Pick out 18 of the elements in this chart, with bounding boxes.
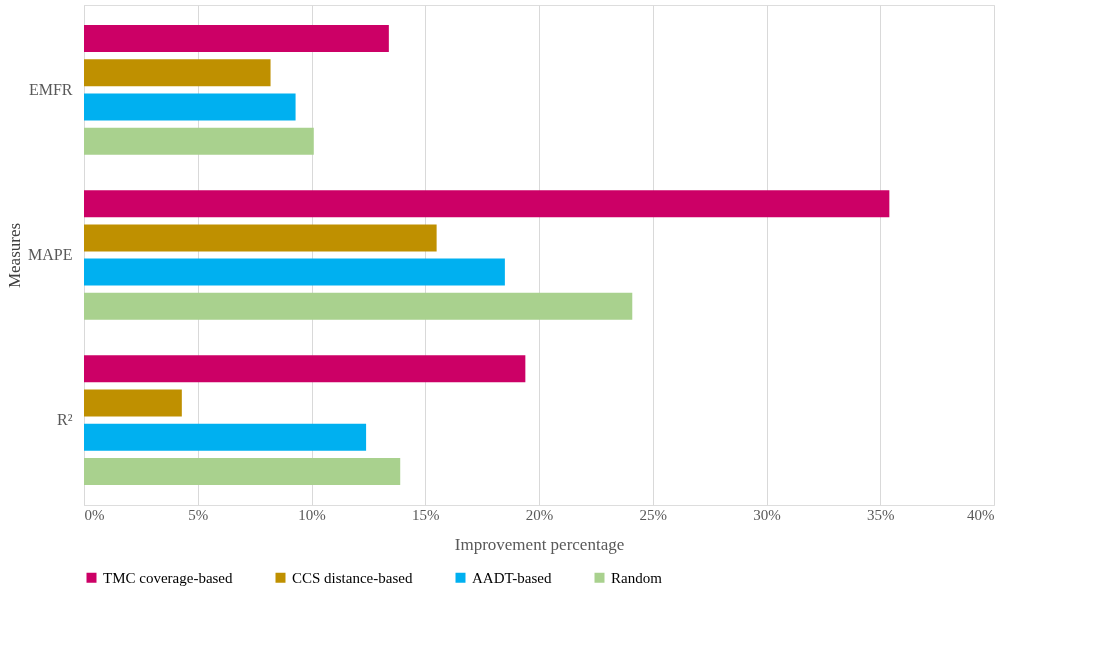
- x-tick-label: 30%: [753, 506, 781, 523]
- y-tick-label: R²: [57, 411, 73, 429]
- x-tick-label: 40%: [967, 506, 995, 523]
- legend-label: TMC coverage-based: [103, 569, 234, 586]
- x-tick-label: 10%: [298, 506, 326, 523]
- y-tick-label: MAPE: [28, 246, 73, 263]
- x-tick-label: 15%: [412, 506, 440, 523]
- x-tick-label: 35%: [867, 506, 895, 523]
- legend-label: Random: [611, 569, 663, 586]
- y-tick-label: EMFR: [28, 80, 73, 98]
- x-axis-title: Improvement percentage: [454, 534, 625, 554]
- legend-label: CCS distance-based: [292, 569, 413, 586]
- x-tick-label: 20%: [525, 506, 554, 523]
- x-tick-label: 25%: [639, 506, 667, 523]
- y-axis-title: Measures: [5, 222, 25, 289]
- legend-label: AADT-based: [472, 569, 552, 586]
- x-tick-label: 0%: [84, 506, 105, 523]
- x-tick-label: 5%: [188, 506, 209, 523]
